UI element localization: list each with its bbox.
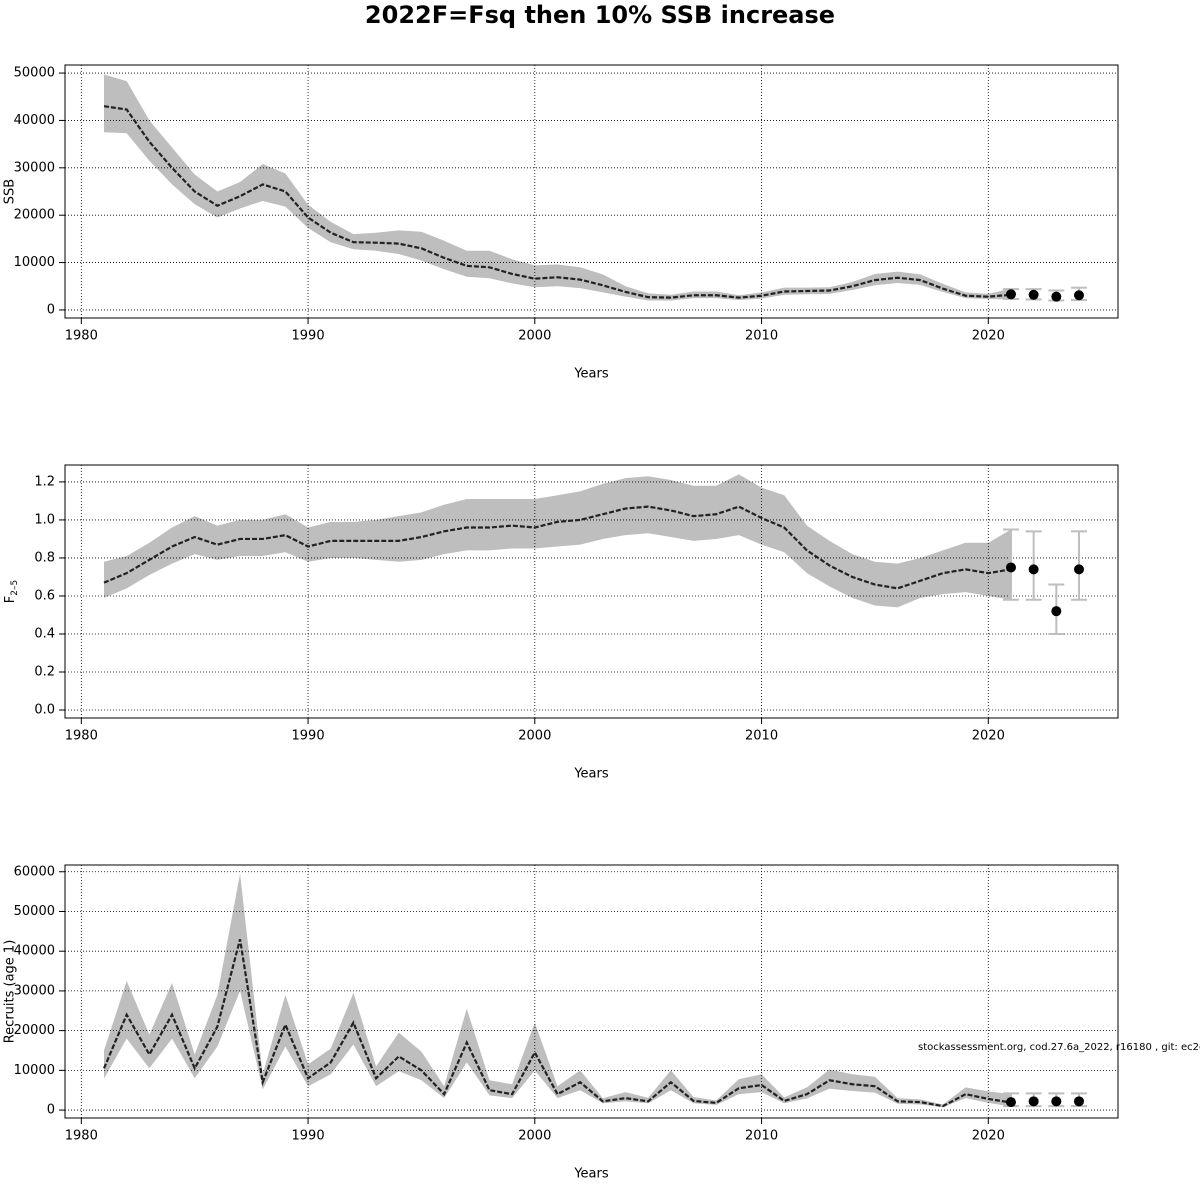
figure-title: 2022F=Fsq then 10% SSB increase bbox=[365, 1, 835, 29]
y-tick-label: 1.2 bbox=[34, 474, 55, 489]
x-tick-label: 2020 bbox=[972, 329, 1005, 344]
x-tick-label: 1990 bbox=[292, 729, 325, 744]
x-tick-label: 1980 bbox=[65, 729, 98, 744]
x-tick-label: 1990 bbox=[292, 1129, 325, 1144]
x-tick-label: 2020 bbox=[972, 1129, 1005, 1144]
forecast-point bbox=[1051, 291, 1062, 302]
y-axis-label-main: F bbox=[3, 596, 18, 603]
forecast-point bbox=[1074, 1096, 1084, 1107]
y-tick-label: 0.2 bbox=[34, 665, 55, 680]
forecast-point bbox=[1074, 564, 1084, 575]
x-tick-label: 2020 bbox=[972, 729, 1005, 744]
x-tick-label: 1990 bbox=[292, 329, 325, 344]
y-axis-label: Recruits (age 1) bbox=[3, 940, 18, 1044]
y-tick-label: 50000 bbox=[14, 66, 55, 81]
plot-frame bbox=[64, 864, 1119, 1119]
y-tick-label: 1.0 bbox=[34, 512, 55, 527]
forecast-point bbox=[1028, 1096, 1039, 1107]
y-tick-label: 0.0 bbox=[34, 703, 55, 718]
estimate-line bbox=[102, 938, 1012, 1108]
x-axis-label: Years bbox=[573, 1167, 609, 1182]
y-tick-label: 10000 bbox=[14, 255, 55, 270]
y-tick-label: 20000 bbox=[14, 1023, 55, 1038]
y-tick-label: 0 bbox=[47, 1103, 55, 1118]
estimate-line bbox=[103, 105, 1012, 299]
panel: 1980 1990 2000 2010 2020 0 10000 20000 30000 4000… bbox=[3, 64, 1119, 382]
confidence-band bbox=[104, 74, 1011, 301]
forecast-point bbox=[1028, 564, 1039, 575]
x-tick-label: 2010 bbox=[745, 729, 778, 744]
forecast-point bbox=[1005, 289, 1016, 300]
forecast-point bbox=[1051, 606, 1062, 617]
y-tick-label: 10000 bbox=[14, 1063, 55, 1078]
y-tick-label: 0 bbox=[47, 302, 55, 317]
y-tick-label: 30000 bbox=[14, 160, 55, 175]
x-tick-label: 2000 bbox=[518, 1129, 551, 1144]
forecast-point bbox=[1005, 1097, 1016, 1108]
y-tick-label: 30000 bbox=[14, 983, 55, 998]
y-tick-label: 0.6 bbox=[34, 588, 55, 603]
x-axis-label: Years bbox=[573, 767, 609, 782]
y-tick-label: 0.8 bbox=[34, 550, 55, 565]
confidence-band bbox=[104, 873, 1011, 1108]
plot-frame bbox=[64, 64, 1119, 319]
x-tick-label: 2010 bbox=[745, 329, 778, 344]
panel: 1980 1990 2000 2010 2020 0.0 0.2 0.4 0.6 0.8 1.0 1.… bbox=[3, 464, 1119, 782]
x-tick-label: 1980 bbox=[65, 1129, 98, 1144]
x-tick-label: 1980 bbox=[65, 329, 98, 344]
forecast-point bbox=[1005, 562, 1016, 573]
y-axis-label-sub: 2–5 bbox=[10, 580, 20, 596]
y-tick-label: 20000 bbox=[14, 208, 55, 223]
y-tick-label: 40000 bbox=[14, 113, 55, 128]
y-tick-label: 60000 bbox=[14, 864, 55, 879]
x-axis-label: Years bbox=[573, 367, 609, 382]
x-tick-label: 2010 bbox=[745, 1129, 778, 1144]
forecast-point bbox=[1051, 1096, 1062, 1107]
y-axis-label: SSB bbox=[3, 179, 18, 204]
footnote: stockassessment.org, cod.27.6a_2022, r16… bbox=[918, 1042, 1200, 1053]
estimate-line bbox=[103, 505, 1012, 590]
panel: 1980 1990 2000 2010 2020 0 10000 20000 30000 4000… bbox=[3, 864, 1119, 1182]
y-tick-label: 0.4 bbox=[34, 626, 55, 641]
x-tick-label: 2000 bbox=[518, 329, 551, 344]
forecast-point bbox=[1074, 290, 1084, 301]
y-tick-label: 40000 bbox=[14, 944, 55, 959]
y-tick-label: 50000 bbox=[14, 904, 55, 919]
y-axis-label: F2–5 bbox=[3, 580, 20, 603]
confidence-band bbox=[104, 474, 1011, 608]
x-tick-label: 2000 bbox=[518, 729, 551, 744]
plot-frame bbox=[64, 464, 1119, 719]
forecast-point bbox=[1028, 289, 1039, 300]
